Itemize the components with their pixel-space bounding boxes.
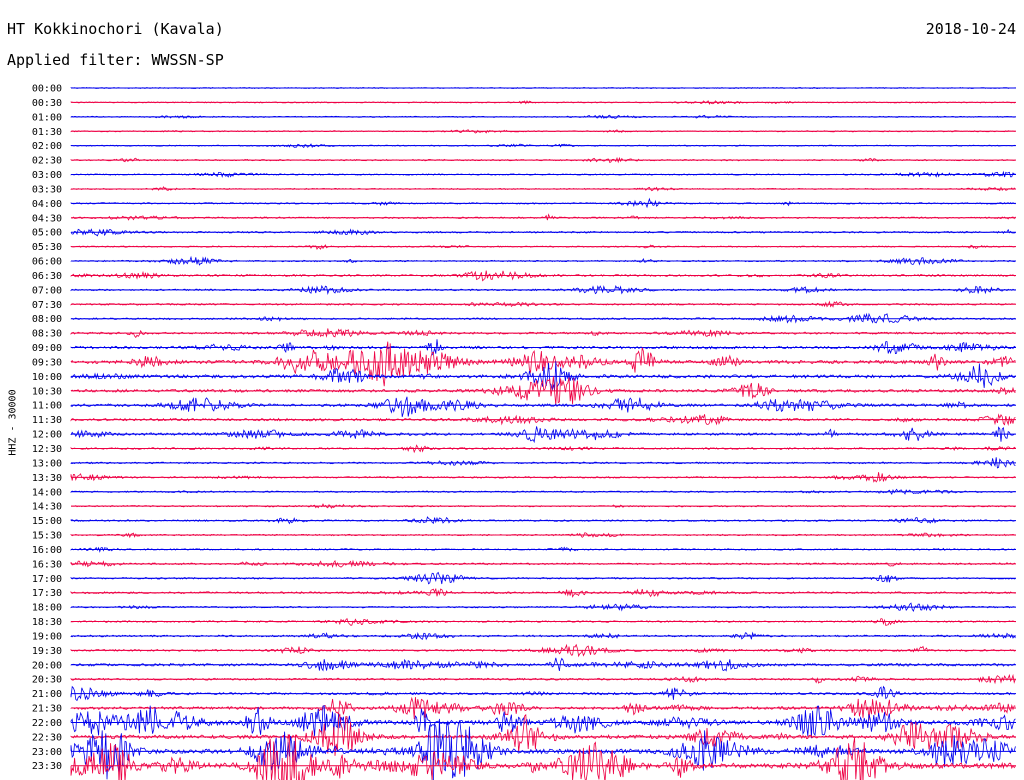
record-date: 2018-10-24 — [925, 20, 1016, 38]
time-label-1330: 13:30 — [32, 473, 62, 484]
time-label-1930: 19:30 — [32, 646, 62, 657]
time-label-1630: 16:30 — [32, 559, 62, 570]
time-label-0430: 04:30 — [32, 213, 62, 224]
time-label-1900: 19:00 — [32, 631, 62, 642]
time-label-2300: 23:00 — [32, 747, 62, 758]
trace-2200 — [70, 705, 1016, 739]
time-label-1830: 18:30 — [32, 617, 62, 628]
time-label-0930: 09:30 — [32, 357, 62, 368]
trace-2230 — [70, 713, 1016, 756]
time-label-0500: 05:00 — [32, 228, 62, 239]
trace-2330 — [70, 733, 1016, 780]
time-label-1000: 10:00 — [32, 372, 62, 383]
time-label-1400: 14:00 — [32, 487, 62, 498]
time-label-1200: 12:00 — [32, 430, 62, 441]
time-label-0300: 03:00 — [32, 170, 62, 181]
time-label-0730: 07:30 — [32, 300, 62, 311]
time-label-0630: 06:30 — [32, 271, 62, 282]
time-label-1100: 11:00 — [32, 401, 62, 412]
trace-1100 — [70, 396, 1016, 418]
time-label-2330: 23:30 — [32, 761, 62, 772]
time-label-1800: 18:00 — [32, 603, 62, 614]
time-label-0200: 02:00 — [32, 141, 62, 152]
time-label-1130: 11:30 — [32, 415, 62, 426]
time-label-0530: 05:30 — [32, 242, 62, 253]
filter-label: Applied filter: WWSSN-SP — [7, 51, 224, 69]
station-title: HT Kokkinochori (Kavala) — [7, 20, 224, 38]
time-label-0230: 02:30 — [32, 156, 62, 167]
time-label-1700: 17:00 — [32, 574, 62, 585]
time-label-0100: 01:00 — [32, 112, 62, 123]
time-label-2030: 20:30 — [32, 675, 62, 686]
time-label-0130: 01:30 — [32, 127, 62, 138]
trace-1830 — [70, 617, 1016, 627]
time-label-1430: 14:30 — [32, 502, 62, 513]
time-label-1500: 15:00 — [32, 516, 62, 527]
trace-2300 — [70, 718, 1016, 780]
time-label-0830: 08:30 — [32, 329, 62, 340]
time-label-0400: 04:00 — [32, 199, 62, 210]
time-label-1230: 12:30 — [32, 444, 62, 455]
time-label-0800: 08:00 — [32, 314, 62, 325]
time-label-1300: 13:00 — [32, 458, 62, 469]
time-label-0000: 00:00 — [32, 84, 62, 95]
trace-0930 — [70, 341, 1016, 387]
time-label-1730: 17:30 — [32, 588, 62, 599]
time-label-1600: 16:00 — [32, 545, 62, 556]
time-label-0700: 07:00 — [32, 285, 62, 296]
time-label-2000: 20:00 — [32, 660, 62, 671]
time-label-2100: 21:00 — [32, 689, 62, 700]
time-label-2200: 22:00 — [32, 718, 62, 729]
time-label-1530: 15:30 — [32, 531, 62, 542]
time-label-0330: 03:30 — [32, 184, 62, 195]
time-label-0600: 06:00 — [32, 257, 62, 268]
trace-0900 — [70, 339, 1016, 356]
time-label-2230: 22:30 — [32, 732, 62, 743]
time-label-0900: 09:00 — [32, 343, 62, 354]
time-label-1030: 10:30 — [32, 386, 62, 397]
time-label-0030: 00:30 — [32, 98, 62, 109]
time-label-2130: 21:30 — [32, 704, 62, 715]
